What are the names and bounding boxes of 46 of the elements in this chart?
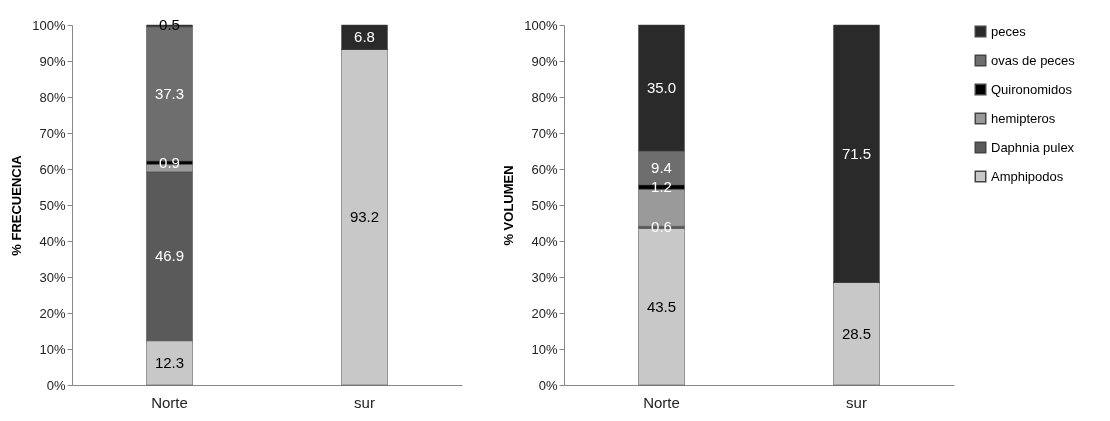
x-tick-label: sur	[846, 393, 867, 411]
y-tick-label: 60%	[39, 161, 66, 177]
y-tick-label: 40%	[531, 233, 558, 249]
y-tick-label: 20%	[39, 305, 66, 321]
y-tick-label: 10%	[39, 341, 66, 357]
data-label: 12.3	[154, 353, 185, 371]
x-tick-label: Norte	[643, 393, 680, 411]
legend-label: hemipteros	[991, 110, 1056, 126]
y-tick-label: 70%	[39, 125, 66, 141]
y-tick-label: 30%	[39, 269, 66, 285]
data-label: 35.0	[646, 79, 677, 96]
legend-label: Amphipodos	[991, 168, 1064, 184]
y-tick-label: 50%	[531, 197, 558, 213]
data-label: 43.5	[646, 297, 677, 315]
y-tick-label: 10%	[531, 341, 558, 357]
x-tick-label: Norte	[151, 393, 188, 411]
data-label: 93.2	[349, 208, 380, 226]
y-tick-label: 0%	[46, 377, 66, 393]
y-tick-label: 30%	[531, 269, 558, 285]
data-label: 37.3	[154, 84, 185, 102]
y-tick-label: 60%	[531, 161, 558, 177]
legend-label: Quironomidos	[991, 81, 1073, 97]
data-label: 46.9	[154, 247, 185, 265]
y-tick-label: 70%	[531, 125, 558, 141]
legend-label: ovas de peces	[991, 52, 1076, 68]
y-tick-label: 90%	[531, 53, 558, 69]
y-tick-label: 90%	[39, 53, 66, 69]
data-label: 28.5	[841, 324, 872, 342]
data-label: 6.8	[354, 28, 375, 46]
y-tick-label: 20%	[531, 305, 558, 321]
x-tick-label: sur	[354, 393, 375, 411]
y-axis-title: % FRECUENCIA	[9, 154, 25, 256]
legend-label: Daphnia pulex	[991, 139, 1075, 155]
y-tick-label: 40%	[39, 233, 66, 249]
data-label: 0.5	[159, 16, 180, 33]
data-label: 9.4	[651, 158, 672, 176]
legend-label: peces	[991, 23, 1027, 39]
y-tick-label: 80%	[39, 89, 66, 105]
y-tick-label: 0%	[538, 377, 558, 393]
y-tick-label: 100%	[524, 17, 558, 33]
y-tick-label: 80%	[531, 89, 558, 105]
y-tick-label: 100%	[32, 17, 66, 33]
data-label: 1.2	[651, 178, 672, 195]
data-label: 71.5	[841, 144, 872, 162]
y-tick-label: 50%	[39, 197, 66, 213]
y-axis-title: % VOLUMEN	[501, 165, 517, 246]
